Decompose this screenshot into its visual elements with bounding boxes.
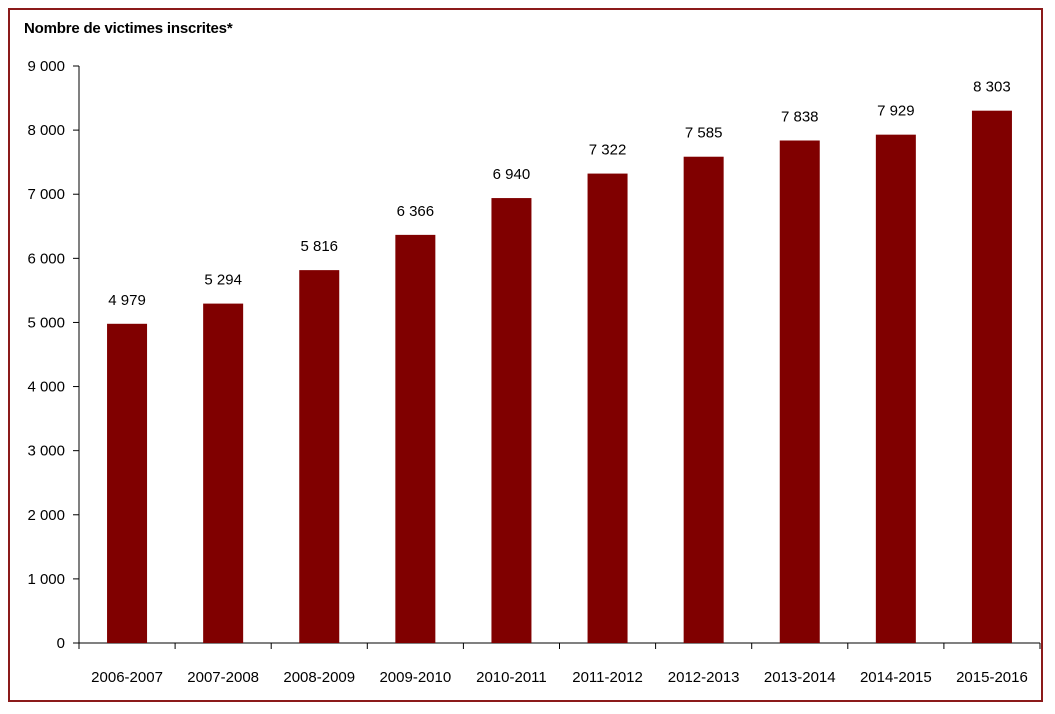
bar — [683, 156, 724, 643]
bar — [395, 234, 436, 644]
x-tick-label: 2008-2009 — [283, 669, 355, 686]
x-tick-label: 2014-2015 — [860, 669, 932, 686]
x-tick-label: 2013-2014 — [764, 669, 836, 686]
y-tick-label: 1 000 — [27, 571, 65, 588]
x-tick-label: 2011-2012 — [572, 669, 643, 686]
bar-value-label: 5 294 — [204, 272, 242, 289]
bar-value-label: 7 838 — [781, 108, 819, 125]
bar-value-label: 4 979 — [108, 292, 146, 309]
y-tick-label: 4 000 — [27, 379, 65, 396]
y-axis-title: Nombre de victimes inscrites* — [24, 20, 233, 37]
bar-value-label: 6 366 — [397, 203, 435, 220]
bar-value-label: 7 585 — [685, 125, 723, 142]
bar — [779, 140, 820, 643]
bar-value-label: 7 322 — [589, 142, 627, 159]
bar — [299, 270, 340, 643]
y-tick-label: 8 000 — [27, 122, 65, 139]
x-tick-label: 2007-2008 — [187, 669, 259, 686]
y-tick-label: 0 — [57, 635, 65, 652]
y-tick-label: 2 000 — [27, 507, 65, 524]
bar-value-label: 6 940 — [493, 166, 531, 183]
bar-value-label: 8 303 — [973, 79, 1011, 96]
bar — [491, 198, 532, 643]
y-tick-label: 6 000 — [27, 250, 65, 267]
bar — [203, 303, 244, 643]
x-tick-label: 2006-2007 — [91, 669, 163, 686]
x-tick-label: 2015-2016 — [956, 669, 1028, 686]
x-tick-label: 2012-2013 — [668, 669, 740, 686]
bar — [587, 173, 628, 644]
bar-value-label: 5 816 — [300, 238, 338, 255]
x-tick-label: 2010-2011 — [476, 669, 547, 686]
chart-frame — [8, 8, 1043, 702]
x-tick-label: 2009-2010 — [379, 669, 451, 686]
bar — [971, 110, 1012, 644]
y-tick-label: 7 000 — [27, 186, 65, 203]
bar — [875, 134, 916, 643]
y-tick-label: 3 000 — [27, 443, 65, 460]
y-tick-label: 9 000 — [27, 58, 65, 75]
bar-value-label: 7 929 — [877, 103, 915, 120]
y-tick-label: 5 000 — [27, 314, 65, 331]
bar — [107, 323, 148, 643]
